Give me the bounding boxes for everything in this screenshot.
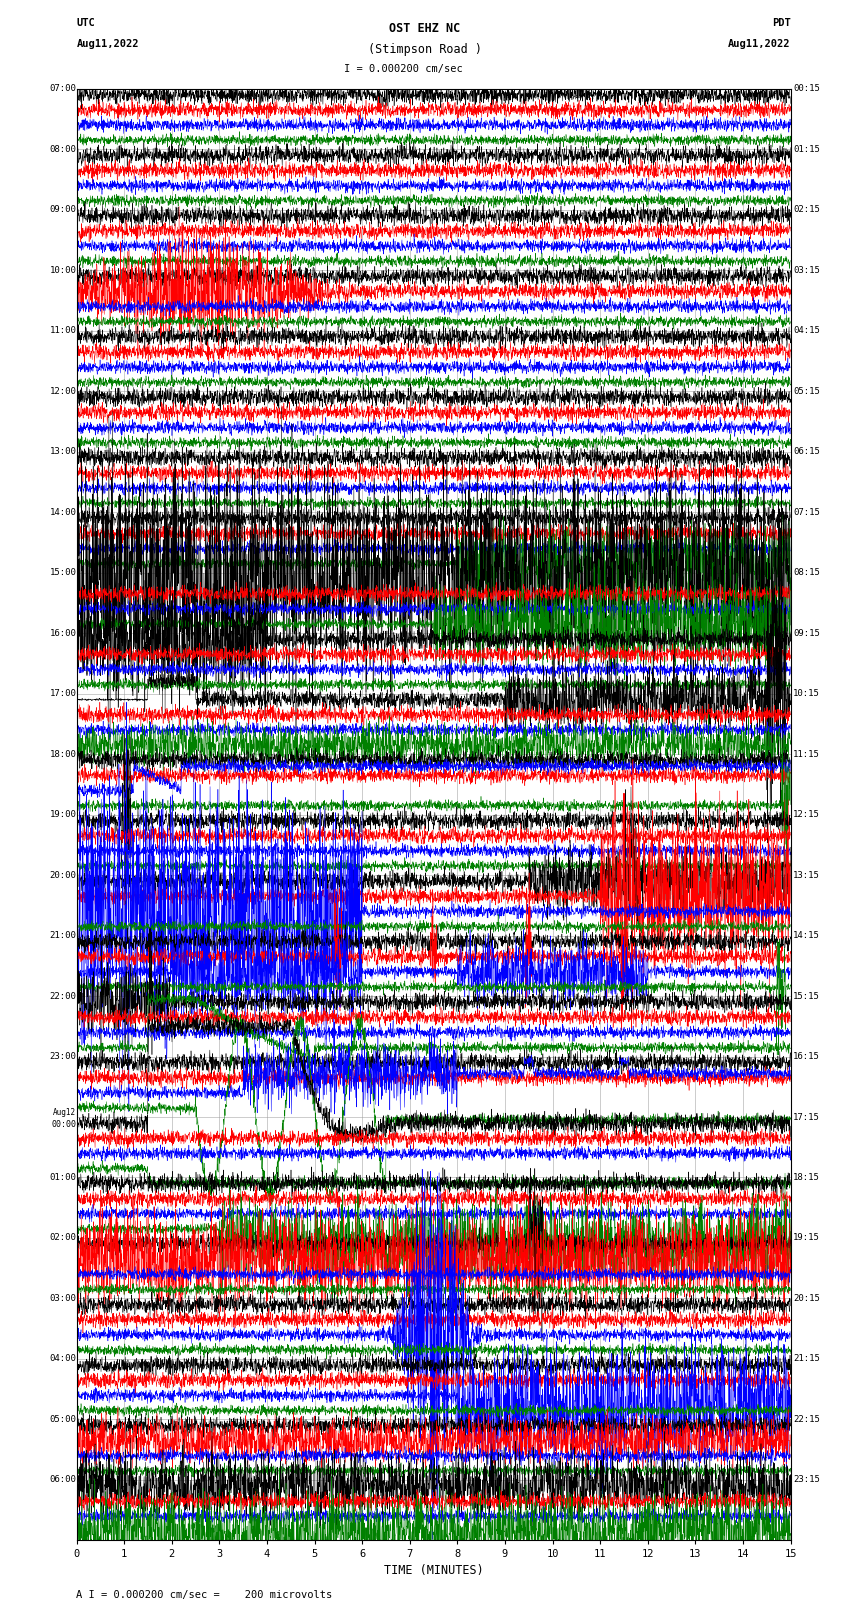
Text: 19:15: 19:15 — [793, 1234, 819, 1242]
Text: 20:00: 20:00 — [49, 871, 76, 879]
Text: 12:00: 12:00 — [49, 387, 76, 395]
Text: Aug11,2022: Aug11,2022 — [76, 39, 139, 48]
Text: Aug12: Aug12 — [54, 1108, 76, 1118]
Text: 12:15: 12:15 — [793, 810, 819, 819]
Text: 14:00: 14:00 — [49, 508, 76, 516]
Text: 11:15: 11:15 — [793, 750, 819, 758]
Text: 04:00: 04:00 — [49, 1355, 76, 1363]
Text: 17:00: 17:00 — [49, 689, 76, 698]
Text: 06:00: 06:00 — [49, 1476, 76, 1484]
Text: 05:15: 05:15 — [793, 387, 819, 395]
Text: 09:15: 09:15 — [793, 629, 819, 637]
Text: 10:00: 10:00 — [49, 266, 76, 274]
Text: 21:00: 21:00 — [49, 931, 76, 940]
Text: 23:15: 23:15 — [793, 1476, 819, 1484]
Text: 02:15: 02:15 — [793, 205, 819, 215]
Text: 16:00: 16:00 — [49, 629, 76, 637]
Text: (Stimpson Road ): (Stimpson Road ) — [368, 44, 482, 56]
Text: 16:15: 16:15 — [793, 1052, 819, 1061]
Text: 22:00: 22:00 — [49, 992, 76, 1000]
Text: 00:00: 00:00 — [51, 1119, 76, 1129]
Text: 19:00: 19:00 — [49, 810, 76, 819]
Text: OST EHZ NC: OST EHZ NC — [389, 23, 461, 35]
Text: 15:00: 15:00 — [49, 568, 76, 577]
Text: 02:00: 02:00 — [49, 1234, 76, 1242]
Text: 10:15: 10:15 — [793, 689, 819, 698]
Text: 05:00: 05:00 — [49, 1415, 76, 1424]
Text: 09:00: 09:00 — [49, 205, 76, 215]
Text: 20:15: 20:15 — [793, 1294, 819, 1303]
Text: PDT: PDT — [772, 18, 791, 27]
Text: 06:15: 06:15 — [793, 447, 819, 456]
Text: 21:15: 21:15 — [793, 1355, 819, 1363]
Text: 13:15: 13:15 — [793, 871, 819, 879]
Text: 07:15: 07:15 — [793, 508, 819, 516]
Text: 13:00: 13:00 — [49, 447, 76, 456]
Text: 08:15: 08:15 — [793, 568, 819, 577]
Text: 23:00: 23:00 — [49, 1052, 76, 1061]
Text: 04:15: 04:15 — [793, 326, 819, 336]
Text: 18:15: 18:15 — [793, 1173, 819, 1182]
Text: 08:00: 08:00 — [49, 145, 76, 153]
X-axis label: TIME (MINUTES): TIME (MINUTES) — [383, 1563, 484, 1576]
Text: A I = 0.000200 cm/sec =    200 microvolts: A I = 0.000200 cm/sec = 200 microvolts — [76, 1590, 332, 1600]
Text: UTC: UTC — [76, 18, 95, 27]
Text: 18:00: 18:00 — [49, 750, 76, 758]
Text: 15:15: 15:15 — [793, 992, 819, 1000]
Text: Aug11,2022: Aug11,2022 — [728, 39, 791, 48]
Text: 22:15: 22:15 — [793, 1415, 819, 1424]
Text: 01:15: 01:15 — [793, 145, 819, 153]
Text: 17:15: 17:15 — [793, 1113, 819, 1121]
Text: 11:00: 11:00 — [49, 326, 76, 336]
Text: 00:15: 00:15 — [793, 84, 819, 94]
Text: 01:00: 01:00 — [49, 1173, 76, 1182]
Text: I = 0.000200 cm/sec: I = 0.000200 cm/sec — [344, 65, 463, 74]
Text: 07:00: 07:00 — [49, 84, 76, 94]
Text: 03:15: 03:15 — [793, 266, 819, 274]
Text: 14:15: 14:15 — [793, 931, 819, 940]
Text: 03:00: 03:00 — [49, 1294, 76, 1303]
